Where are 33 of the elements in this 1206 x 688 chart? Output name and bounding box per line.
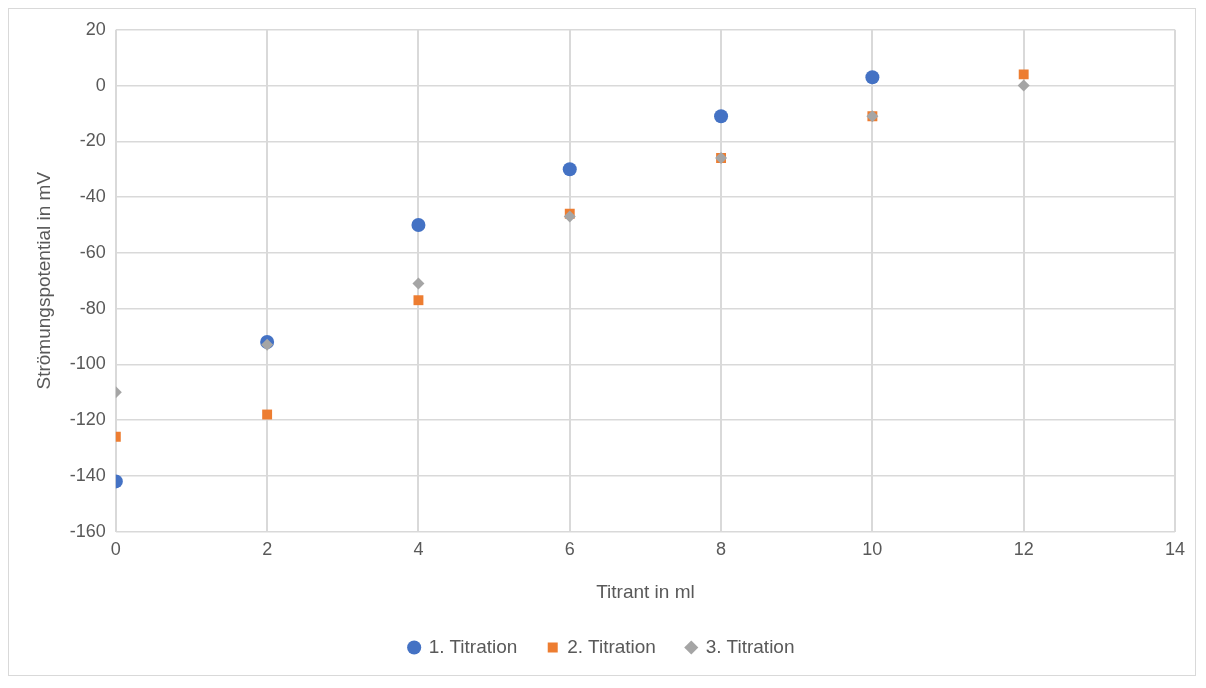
y-tick-label: -100 xyxy=(69,353,106,374)
y-tick-label: -40 xyxy=(79,186,106,207)
x-tick-label: 6 xyxy=(564,539,575,560)
y-tick-label: -160 xyxy=(69,520,106,541)
y-tick-label: -20 xyxy=(79,130,106,151)
y-axis-title: Strömungspotential in mV xyxy=(32,171,54,390)
point xyxy=(562,162,577,177)
point xyxy=(262,409,273,420)
legend-label: 2. Titration xyxy=(567,635,656,657)
x-tick-label: 8 xyxy=(716,539,727,560)
x-tick-label: 4 xyxy=(413,539,424,560)
point xyxy=(563,210,576,223)
x-tick-label: 2 xyxy=(262,539,273,560)
point xyxy=(865,70,880,85)
point xyxy=(1018,69,1029,80)
point xyxy=(714,109,729,124)
point xyxy=(412,277,425,290)
x-tick-label: 12 xyxy=(1013,539,1034,560)
x-tick-label: 0 xyxy=(110,539,121,560)
x-tick-label: 14 xyxy=(1164,539,1186,560)
legend-label: 1. Titration xyxy=(428,635,518,657)
y-tick-label: -140 xyxy=(69,464,106,485)
point xyxy=(411,217,426,232)
point xyxy=(1017,79,1030,92)
legend-label: 3. Titration xyxy=(705,635,795,657)
x-tick-label: 10 xyxy=(862,539,883,560)
y-tick-label: -80 xyxy=(79,297,106,318)
x-axis-title: Titrant in ml xyxy=(596,580,695,602)
point xyxy=(413,295,424,306)
y-tick-label: -120 xyxy=(69,409,106,430)
y-tick-label: 20 xyxy=(85,18,106,39)
y-tick-label: 0 xyxy=(95,74,106,95)
y-tick-label: -60 xyxy=(79,241,106,262)
